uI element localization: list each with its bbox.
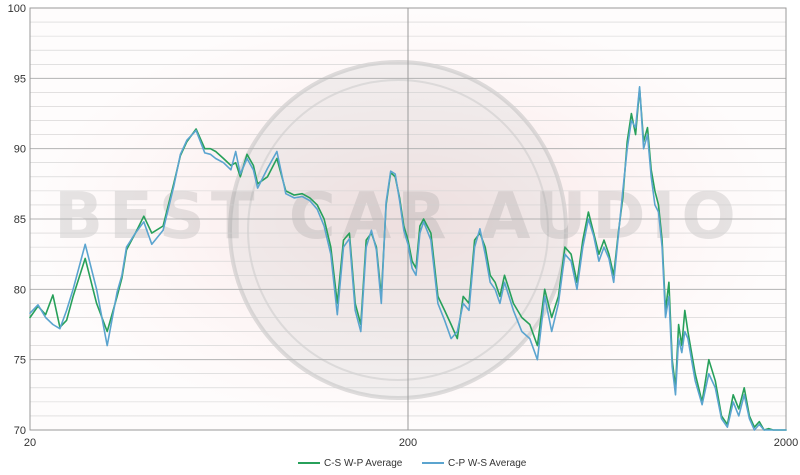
watermark-circle — [228, 60, 568, 400]
axes: 70 75 80 85 90 95 100 20 200 2000 — [8, 3, 799, 449]
legend-label: C-P W-S Average — [448, 458, 527, 469]
legend: C-S W-P Average C-P W-S Average — [298, 458, 527, 469]
plot-frame — [29, 7, 787, 431]
y-tick-label: 80 — [14, 284, 26, 296]
y-tick-label: 100 — [8, 3, 26, 15]
y-tick-label: 90 — [14, 144, 26, 156]
x-tick-label: 200 — [399, 437, 417, 449]
x-tick-label: 2000 — [774, 437, 798, 449]
x-tick-label: 20 — [24, 437, 36, 449]
y-tick-label: 95 — [14, 73, 26, 85]
grid — [29, 7, 787, 431]
legend-label: C-S W-P Average — [324, 458, 403, 469]
watermark-inner-circle — [247, 79, 549, 381]
y-tick-label: 70 — [14, 425, 26, 437]
series-lines — [29, 86, 787, 431]
series-line-cp-ws-average — [29, 86, 787, 431]
y-tick-label: 85 — [14, 214, 26, 226]
y-tick-label: 75 — [14, 355, 26, 367]
